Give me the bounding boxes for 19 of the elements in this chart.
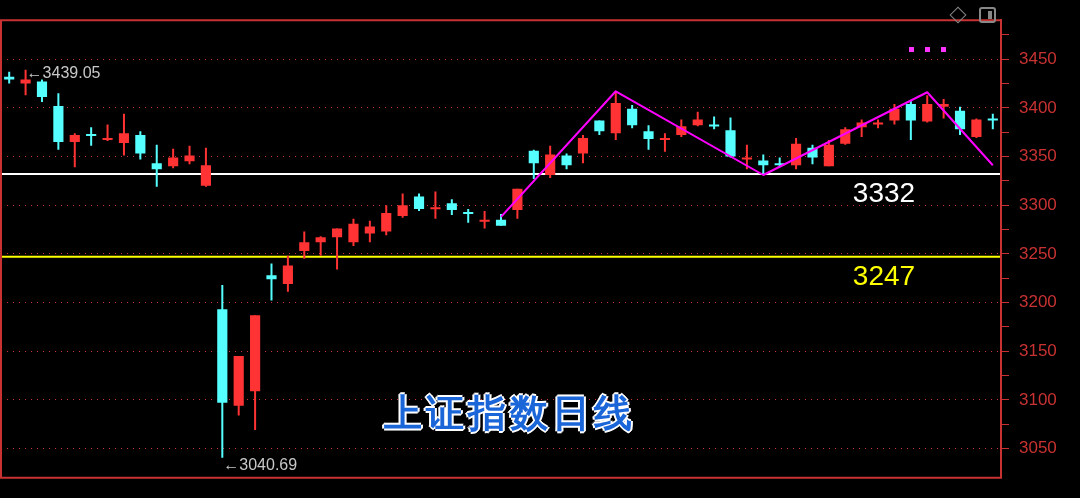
candlestick: [430, 191, 441, 219]
candlestick: [479, 211, 490, 229]
y-tick-label: 3200: [1019, 292, 1057, 312]
candlestick: [102, 124, 113, 141]
candlestick: [659, 133, 671, 152]
y-tick-label: 3450: [1019, 48, 1057, 68]
text: 上证指数日线: [383, 390, 637, 437]
y-tick-label: 3400: [1019, 97, 1057, 117]
y-tick-label: 3050: [1019, 438, 1057, 458]
candlestick: [86, 127, 97, 146]
ref-line-label: 3247: [852, 259, 916, 291]
y-tick-label: 3300: [1019, 194, 1057, 214]
y-tick-label: 3100: [1019, 389, 1057, 409]
y-tick-label: 3150: [1019, 340, 1057, 360]
y-tick-label: 3250: [1019, 243, 1057, 263]
ref-line-label: 3332: [852, 176, 916, 208]
y-tick-label: 3350: [1019, 146, 1057, 166]
annotation: ←3439.05: [26, 64, 101, 82]
annotation: ←3040.69: [223, 456, 298, 474]
